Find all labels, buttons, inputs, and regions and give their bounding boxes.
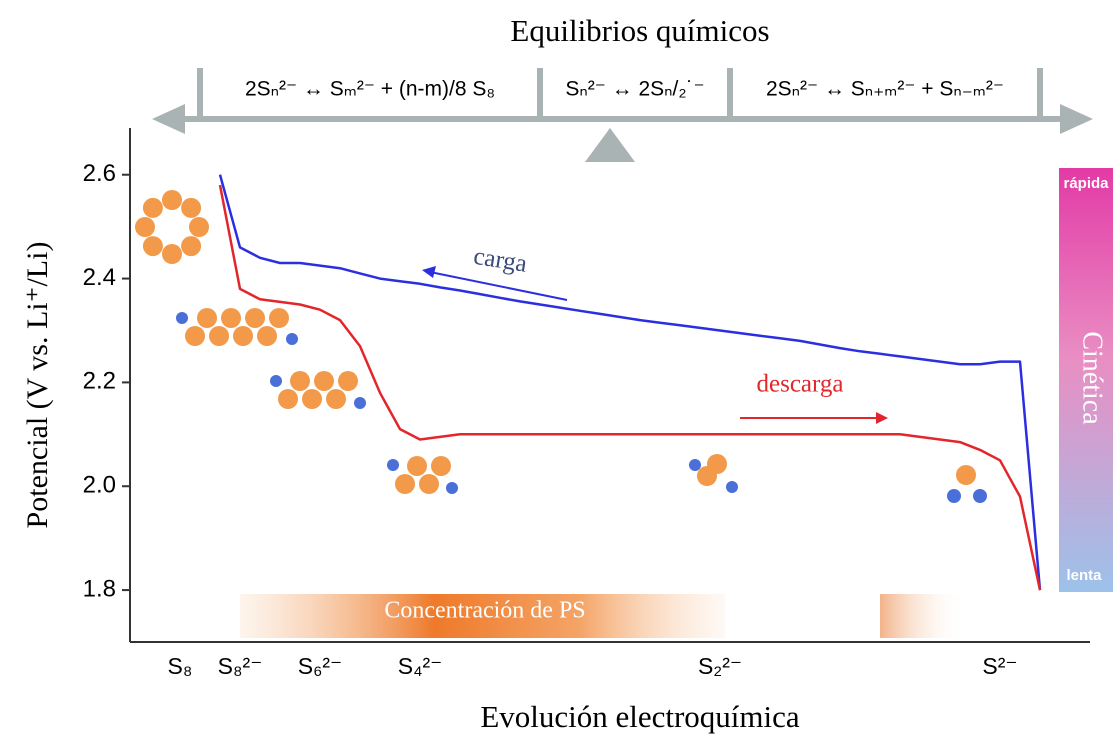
x-tick-label: S₈ [168, 653, 193, 679]
atom [245, 308, 265, 328]
y-tick-label: 1.8 [83, 575, 116, 602]
atom [302, 389, 322, 409]
atom [209, 326, 229, 346]
atom [197, 308, 217, 328]
atom [290, 371, 310, 391]
y-tick-label: 2.2 [83, 368, 116, 395]
chart: Equilibrios químicos 2Sₙ²⁻ ↔ Sₘ²⁻ + (n-m… [0, 0, 1113, 742]
atom [446, 482, 458, 494]
x-tick-label: S²⁻ [982, 653, 1017, 679]
y-tick-label: 2.0 [83, 472, 116, 499]
atom [181, 198, 201, 218]
atom [189, 217, 209, 237]
concentration-band [880, 594, 965, 638]
kinetics-fast: rápida [1063, 175, 1109, 192]
chart-title: Equilibrios químicos [510, 13, 769, 48]
atom [707, 454, 727, 474]
x-axis-title: Evolución electroquímica [480, 699, 800, 734]
molecules [135, 190, 987, 503]
atom [270, 375, 282, 387]
atom [419, 474, 439, 494]
atom [947, 489, 961, 503]
atom [143, 236, 163, 256]
atom [689, 459, 701, 471]
arrow-head [1060, 104, 1093, 134]
series-label: descarga [757, 371, 844, 398]
atom [181, 236, 201, 256]
arrow-head [876, 412, 888, 424]
atom [431, 456, 451, 476]
atom [269, 308, 289, 328]
kinetics-label: Cinética [1077, 331, 1108, 425]
atom [956, 465, 976, 485]
balance-pivot [585, 128, 635, 162]
arrow-head [152, 104, 185, 134]
y-axis-title: Potencial (V vs. Li⁺/Li) [21, 242, 54, 529]
x-tick-label: S₄²⁻ [398, 653, 443, 679]
atom [338, 371, 358, 391]
atom [162, 190, 182, 210]
y-tick-label: 2.4 [83, 264, 116, 291]
series-label: carga [472, 243, 529, 278]
atom [185, 326, 205, 346]
atom [326, 389, 346, 409]
charge-arrow [430, 272, 567, 300]
atom [387, 459, 399, 471]
atom [354, 397, 366, 409]
atom [233, 326, 253, 346]
kinetics-slow: lenta [1066, 567, 1102, 584]
atom [314, 371, 334, 391]
y-tick-label: 2.6 [83, 160, 116, 187]
arrow-head [422, 266, 436, 278]
atom [973, 489, 987, 503]
atom [257, 326, 277, 346]
atom [395, 474, 415, 494]
atom [135, 217, 155, 237]
concentration-label: Concentración de PS [384, 598, 585, 624]
atom [286, 333, 298, 345]
x-tick-label: S₈²⁻ [218, 653, 263, 679]
atom [143, 198, 163, 218]
atom [221, 308, 241, 328]
equilibrium-text: 2Sₙ²⁻ ↔ Sₙ₊ₘ²⁻ + Sₙ₋ₘ²⁻ [766, 78, 1004, 101]
atom [162, 244, 182, 264]
atom [726, 481, 738, 493]
x-tick-label: S₆²⁻ [298, 653, 342, 679]
atom [176, 312, 188, 324]
equilibrium-text: Sₙ²⁻ ↔ 2Sₙ/₂˙⁻ [565, 78, 704, 101]
x-tick-label: S₂²⁻ [698, 653, 742, 679]
atom [407, 456, 427, 476]
equilibrium-text: 2Sₙ²⁻ ↔ Sₘ²⁻ + (n-m)/8 S₈ [245, 78, 495, 101]
page: Equilibrios químicos 2Sₙ²⁻ ↔ Sₘ²⁻ + (n-m… [0, 0, 1113, 742]
atom [278, 389, 298, 409]
